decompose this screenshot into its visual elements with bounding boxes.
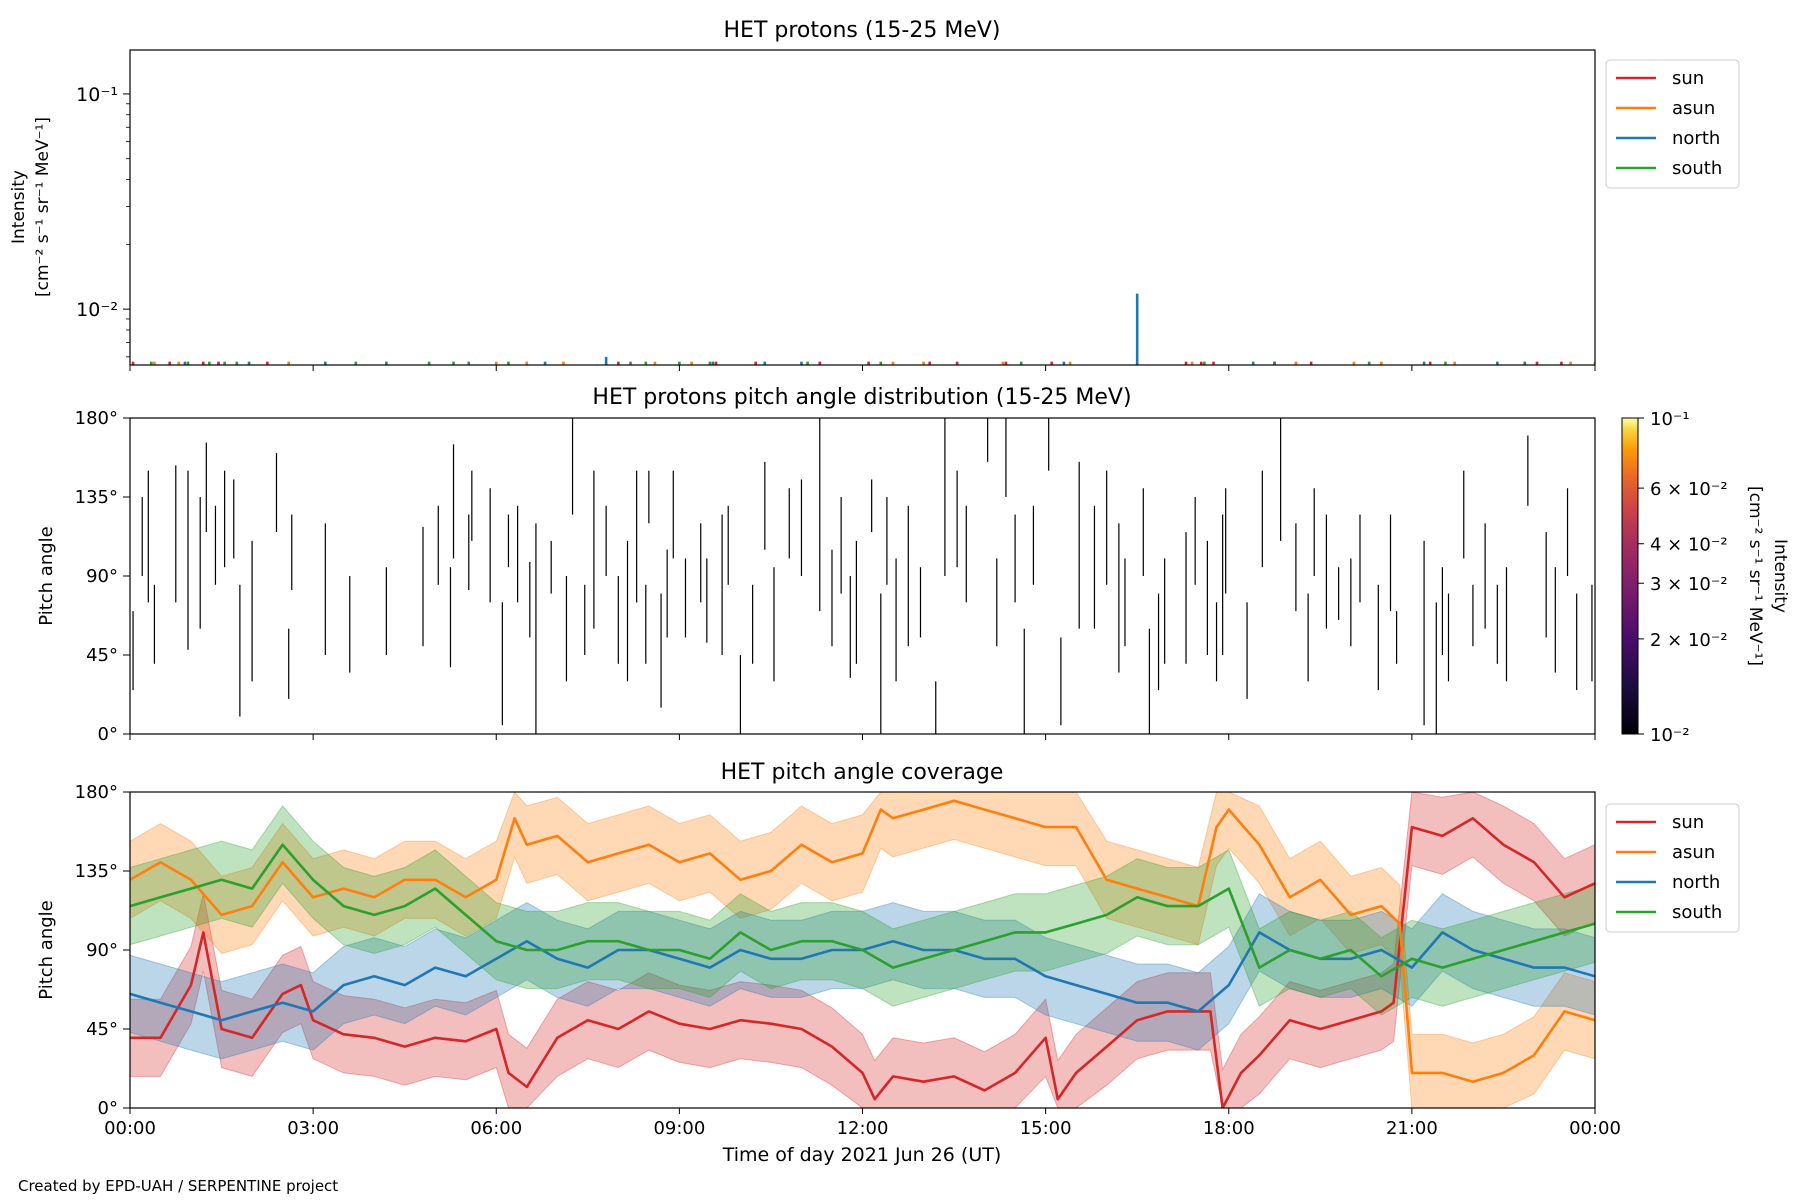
p3-ytick-label: 180° (75, 782, 118, 803)
panel2-plot-area (132, 418, 1593, 734)
band-north (130, 893, 1595, 1060)
legend3-north-label: north (1672, 872, 1720, 893)
colorbar-gradient (1621, 417, 1639, 735)
band-asun (130, 792, 1595, 1108)
p2-ytick-label: 90° (86, 566, 118, 587)
panel1-axes: 10⁻² 10⁻¹ (76, 84, 1596, 371)
line-asun (130, 799, 1595, 1083)
x-tick-label: 09:00 (653, 1118, 705, 1139)
colorbar-label: Intensity (1770, 539, 1790, 613)
legend3-sun-label: sun (1672, 812, 1704, 833)
panel1-yunits: [cm⁻² s⁻¹ sr⁻¹ MeV⁻¹] (33, 117, 53, 297)
panel1-legend: sun asun north south (1605, 59, 1740, 189)
p2-ytick-label: 180° (75, 408, 118, 429)
legend1-asun-label: asun (1672, 98, 1715, 119)
colorbar: 10⁻² 2 × 10⁻² 3 × 10⁻² 4 × 10⁻² 6 × 10⁻² 10⁻¹… (1621, 409, 1790, 746)
panel2-title: HET protons pitch angle distribution (15… (592, 385, 1131, 410)
p3-ytick-label: 45° (86, 1019, 118, 1040)
x-tick-label: 21:00 (1386, 1118, 1438, 1139)
colorbar-tick-label: 2 × 10⁻² (1650, 630, 1728, 651)
legend1-sun-label: sun (1672, 68, 1704, 89)
x-tick-label: 00:00 (104, 1118, 156, 1139)
p2-ytick-label: 45° (86, 645, 118, 666)
x-tick-label: 18:00 (1203, 1118, 1255, 1139)
x-tick-label: 12:00 (837, 1118, 889, 1139)
colorbar-tick-label: 3 × 10⁻² (1650, 574, 1728, 595)
legend3-south-label: south (1672, 902, 1722, 923)
x-tick-label: 00:00 (1569, 1118, 1621, 1139)
panel1-ylabel: Intensity (9, 170, 29, 244)
colorbar-ticks: 10⁻² 2 × 10⁻² 3 × 10⁻² 4 × 10⁻² 6 × 10⁻² 10⁻¹ (1638, 409, 1728, 746)
colorbar-tick-label: 4 × 10⁻² (1650, 535, 1728, 556)
panel1-title: HET protons (15-25 MeV) (724, 18, 1001, 43)
band-south (130, 805, 1595, 1016)
panel-pitch-coverage: HET pitch angle coverage 0° 45° 90° 135° 180… (36, 760, 1740, 1166)
legend3-asun-label: asun (1672, 842, 1715, 863)
panel3-legend: sun asun north south (1605, 803, 1740, 933)
panel3-xlabel: Time of day 2021 Jun 26 (UT) (722, 1144, 1002, 1166)
x-tick-label: 15:00 (1020, 1118, 1072, 1139)
line-sun (130, 817, 1595, 1108)
colorbar-units: [cm⁻² s⁻¹ sr⁻¹ MeV⁻¹] (1745, 486, 1765, 666)
panel-pitch-distribution: HET protons pitch angle distribution (15… (36, 385, 1790, 746)
credit-text: Created by EPD-UAH / SERPENTINE project (18, 1177, 339, 1195)
panel3-axes: 0° 45° 90° 135° 180° 00:00 03:00 06:00 09:00 12:0… (75, 782, 1621, 1139)
colorbar-tick-label: 10⁻² (1650, 725, 1690, 746)
panel2-ylabel: Pitch angle (36, 526, 57, 625)
p3-ytick-label: 135° (75, 861, 118, 882)
p1-ytick-label: 10⁻² (76, 299, 118, 321)
panel3-title: HET pitch angle coverage (721, 760, 1004, 785)
x-tick-label: 06:00 (470, 1118, 522, 1139)
p3-ytick-label: 90° (86, 940, 118, 961)
panel3-lines (130, 799, 1595, 1108)
x-tick-label: 03:00 (287, 1118, 339, 1139)
panel1-frame (129, 49, 1596, 366)
panel-intensity: HET protons (15-25 MeV) 10⁻² 10⁻¹ Intensi… (9, 18, 1740, 371)
colorbar-tick-label: 10⁻¹ (1650, 409, 1690, 430)
p2-ytick-label: 0° (98, 724, 118, 745)
line-south (130, 843, 1595, 978)
legend1-north-label: north (1672, 128, 1720, 149)
panel3-ylabel: Pitch angle (36, 900, 57, 999)
p2-ytick-label: 135° (75, 487, 118, 508)
colorbar-tick-label: 6 × 10⁻² (1650, 479, 1728, 500)
p3-ytick-label: 0° (98, 1098, 118, 1119)
p1-ytick-label: 10⁻¹ (76, 84, 118, 106)
panel1-plot-area (131, 293, 1595, 365)
panel2-axes: 0° 45° 90° 135° 180° (75, 408, 1596, 745)
legend1-south-label: south (1672, 158, 1722, 179)
